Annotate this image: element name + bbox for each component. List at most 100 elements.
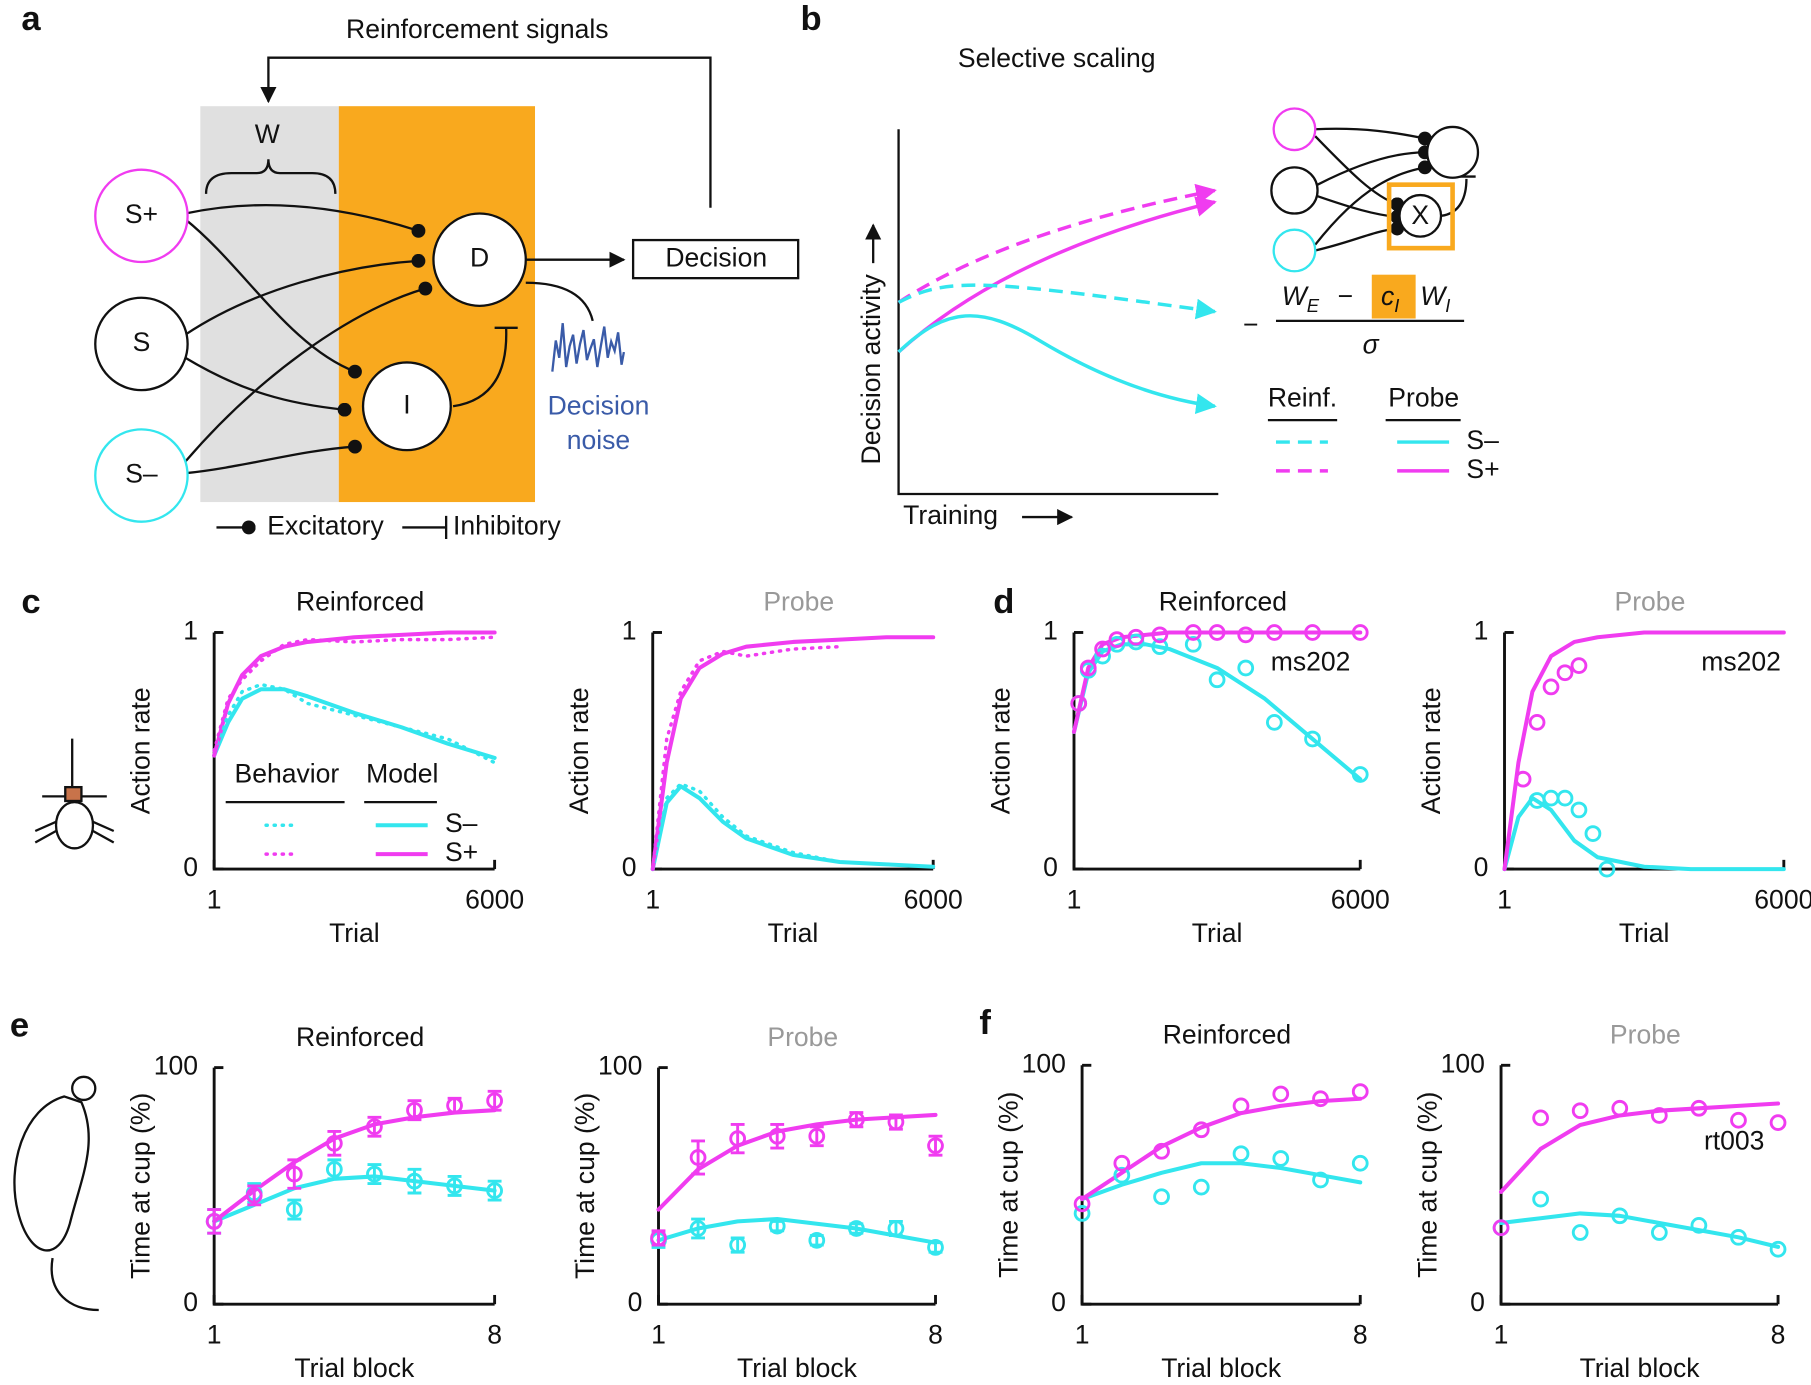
data-point [1304, 624, 1321, 641]
data-point [1208, 624, 1226, 641]
feedback-label: Reinforcement signals [346, 14, 608, 44]
x-label: Trial block [737, 1353, 858, 1383]
data-point [1690, 1216, 1708, 1234]
data-point [1265, 624, 1283, 641]
x-tick-label: 6000 [904, 884, 963, 914]
formula-highlight [1371, 274, 1416, 319]
x-tick-label: 1 [645, 884, 660, 914]
data-point [1351, 1083, 1369, 1100]
data-point [1514, 770, 1532, 788]
y-tick-label: 1 [622, 615, 637, 645]
data-point [808, 1127, 826, 1145]
y-tick-label: 0 [1051, 1287, 1066, 1317]
data-point [1237, 659, 1255, 677]
rat-icon [13, 1075, 99, 1312]
x-tick-label: 6000 [1331, 884, 1390, 914]
formula-base: W [1420, 281, 1448, 311]
data-point [1151, 638, 1169, 656]
data-point [1532, 1109, 1549, 1127]
x-tick-label: 1 [207, 884, 222, 914]
x-tick-label: 6000 [1754, 884, 1811, 914]
x-label: Trial block [1161, 1353, 1282, 1383]
x-tick-label: 8 [1353, 1320, 1368, 1350]
data-point [887, 1220, 905, 1237]
data-point [1611, 1099, 1629, 1117]
data-point [1265, 714, 1283, 731]
series-line [212, 630, 497, 758]
decision-node [432, 212, 527, 308]
axes [897, 129, 1219, 496]
chart-title: Reinforced [296, 1022, 424, 1052]
y-tick-label: 0 [183, 1287, 198, 1317]
data-point [1184, 635, 1202, 653]
y-label: Time at cup (%) [126, 1093, 156, 1279]
noise-label: noise [567, 425, 630, 455]
legend-sample [402, 515, 448, 539]
y-label: Time at cup (%) [570, 1093, 600, 1279]
diagram-a: a Reinforcement signals W S+ S S– D I De… [21, 0, 800, 540]
node-label: S– [125, 459, 158, 489]
formula-base: c [1381, 281, 1394, 311]
x-tick-label: 1 [1075, 1320, 1090, 1350]
diagram-title: Selective scaling [958, 43, 1156, 73]
data-point [650, 1229, 667, 1247]
data-point [1108, 635, 1126, 653]
formula-sub: I [1394, 295, 1399, 316]
y-label: Action rate [564, 687, 594, 814]
legend-label: S+ [1466, 454, 1499, 484]
series-line [212, 635, 497, 753]
data-point [1532, 1190, 1549, 1208]
x-tick-label: 1 [1497, 884, 1512, 914]
y-tick-label: 0 [622, 852, 637, 882]
error-bar [287, 1158, 302, 1190]
weights-label: W [255, 119, 280, 149]
y-tick-label: 1 [1043, 615, 1058, 645]
data-point [1584, 825, 1602, 842]
data-point [1528, 714, 1546, 731]
y-tick-label: 0 [183, 852, 198, 882]
series-line [1499, 1101, 1781, 1194]
formula-sub: E [1307, 295, 1320, 316]
data-point [1312, 1171, 1329, 1189]
x-tick-label: 1 [207, 1320, 222, 1350]
axis [651, 632, 934, 871]
data-point [1650, 1224, 1668, 1241]
data-point [325, 1134, 343, 1152]
legend-label: Excitatory [267, 510, 384, 540]
gate-label: X [1411, 200, 1429, 230]
data-point [1351, 766, 1369, 783]
data-point [1570, 801, 1588, 819]
legend-header: Probe [1388, 382, 1459, 412]
data-point [486, 1092, 503, 1110]
data-point [245, 1187, 263, 1204]
noise-label: Decision [548, 390, 650, 420]
y-tick-label: 100 [1441, 1048, 1485, 1078]
data-point [1113, 1154, 1131, 1172]
data-point [1232, 1145, 1250, 1163]
data-point [1571, 1102, 1589, 1120]
data-point [887, 1113, 905, 1131]
data-point [366, 1165, 383, 1183]
axis [657, 1067, 936, 1306]
series-line [651, 644, 842, 871]
formula-denominator: σ [1363, 329, 1380, 359]
x-label: Trial block [294, 1353, 415, 1383]
data-point [1690, 1099, 1708, 1117]
panel-letter: e [10, 1006, 29, 1044]
data-point [1153, 1142, 1170, 1160]
x-tick-label: 8 [487, 1320, 502, 1350]
y-label: Action rate [126, 687, 156, 814]
connections [184, 204, 626, 475]
legend-header: Model [366, 759, 438, 789]
x-tick-label: 8 [1771, 1320, 1786, 1350]
network-node [1426, 125, 1480, 179]
input-node [94, 168, 189, 264]
data-point [1542, 678, 1560, 696]
error-bar [691, 1139, 706, 1176]
series-line [212, 687, 497, 760]
data-point [1094, 640, 1111, 658]
